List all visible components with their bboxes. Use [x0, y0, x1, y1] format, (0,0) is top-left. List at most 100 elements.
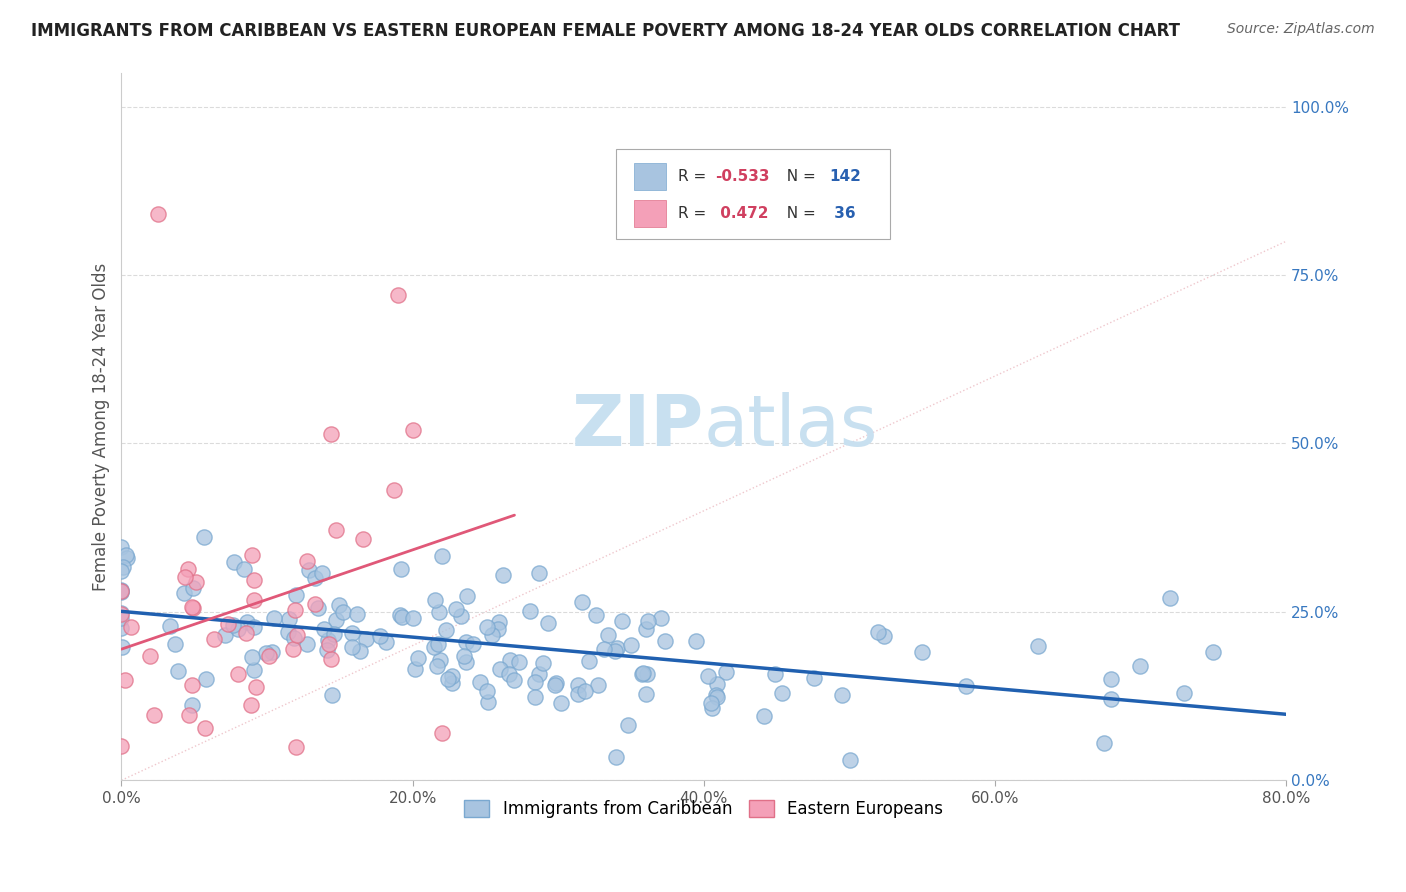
Text: R =: R = — [678, 169, 711, 184]
Point — [277, 624, 299, 639]
Point — [571, 595, 593, 609]
Point — [752, 708, 775, 723]
Point — [304, 597, 326, 611]
Point — [456, 655, 478, 669]
Y-axis label: Female Poverty Among 18-24 Year Olds: Female Poverty Among 18-24 Year Olds — [93, 262, 110, 591]
Point — [387, 288, 409, 302]
Point — [391, 610, 413, 624]
Point — [285, 739, 308, 754]
Point — [404, 662, 426, 676]
Point — [165, 637, 187, 651]
Point — [349, 644, 371, 658]
Point — [110, 540, 132, 554]
Point — [839, 753, 862, 767]
Point — [146, 207, 169, 221]
Point — [588, 678, 610, 692]
Text: 0.472: 0.472 — [716, 206, 769, 221]
Point — [214, 628, 236, 642]
Point — [637, 615, 659, 629]
Point — [111, 640, 134, 654]
Point — [318, 633, 340, 648]
Point — [831, 688, 853, 702]
Point — [242, 574, 264, 588]
Point — [321, 426, 343, 441]
Point — [120, 620, 142, 634]
Point — [263, 611, 285, 625]
Point — [298, 563, 321, 577]
Point — [650, 611, 672, 625]
Point — [115, 548, 138, 562]
Point — [1129, 658, 1152, 673]
Point — [714, 665, 737, 679]
Point — [139, 648, 162, 663]
Point — [166, 664, 188, 678]
Point — [544, 676, 567, 690]
Point — [110, 739, 132, 753]
Text: R =: R = — [678, 206, 711, 221]
Point — [456, 589, 478, 603]
Point — [598, 628, 620, 642]
Text: ZIP: ZIP — [571, 392, 703, 461]
Point — [228, 667, 250, 681]
Point — [911, 645, 934, 659]
Point — [323, 626, 346, 640]
Point — [704, 689, 727, 703]
Text: Source: ZipAtlas.com: Source: ZipAtlas.com — [1227, 22, 1375, 37]
Point — [173, 586, 195, 600]
Text: atlas: atlas — [703, 392, 879, 461]
Point — [527, 566, 550, 581]
Point — [537, 616, 560, 631]
Point — [1028, 639, 1050, 653]
Point — [803, 671, 825, 685]
Point — [620, 638, 643, 652]
Point — [531, 657, 554, 671]
Point — [181, 698, 204, 712]
Point — [236, 615, 259, 630]
Point — [1173, 686, 1195, 700]
Point — [321, 688, 343, 702]
Point — [763, 667, 786, 681]
Point — [1092, 736, 1115, 750]
Point — [444, 602, 467, 616]
Point — [567, 678, 589, 692]
Point — [243, 620, 266, 634]
Point — [368, 629, 391, 643]
Point — [529, 667, 551, 681]
Point — [389, 562, 412, 576]
Point — [278, 612, 301, 626]
Point — [616, 717, 638, 731]
Point — [475, 620, 498, 634]
Text: N =: N = — [778, 169, 821, 184]
Point — [606, 640, 628, 655]
Point — [388, 608, 411, 623]
Point — [592, 641, 614, 656]
Point — [114, 673, 136, 687]
Point — [567, 687, 589, 701]
Point — [111, 560, 134, 574]
Point — [194, 673, 217, 687]
Point — [574, 684, 596, 698]
Point — [228, 622, 250, 636]
Point — [441, 668, 464, 682]
Point — [440, 676, 463, 690]
Point — [295, 554, 318, 568]
Point — [1159, 591, 1181, 606]
Point — [110, 582, 132, 597]
Point — [498, 653, 520, 667]
Text: N =: N = — [778, 206, 821, 221]
Point — [311, 566, 333, 581]
Point — [550, 696, 572, 710]
Point — [254, 646, 277, 660]
Point — [262, 645, 284, 659]
Point — [304, 570, 326, 584]
Point — [434, 623, 457, 637]
Point — [232, 562, 254, 576]
Point — [631, 665, 654, 680]
Point — [426, 659, 449, 673]
Point — [352, 532, 374, 546]
Point — [475, 683, 498, 698]
Point — [423, 592, 446, 607]
Point — [481, 628, 503, 642]
Point — [955, 679, 977, 693]
Point — [498, 666, 520, 681]
